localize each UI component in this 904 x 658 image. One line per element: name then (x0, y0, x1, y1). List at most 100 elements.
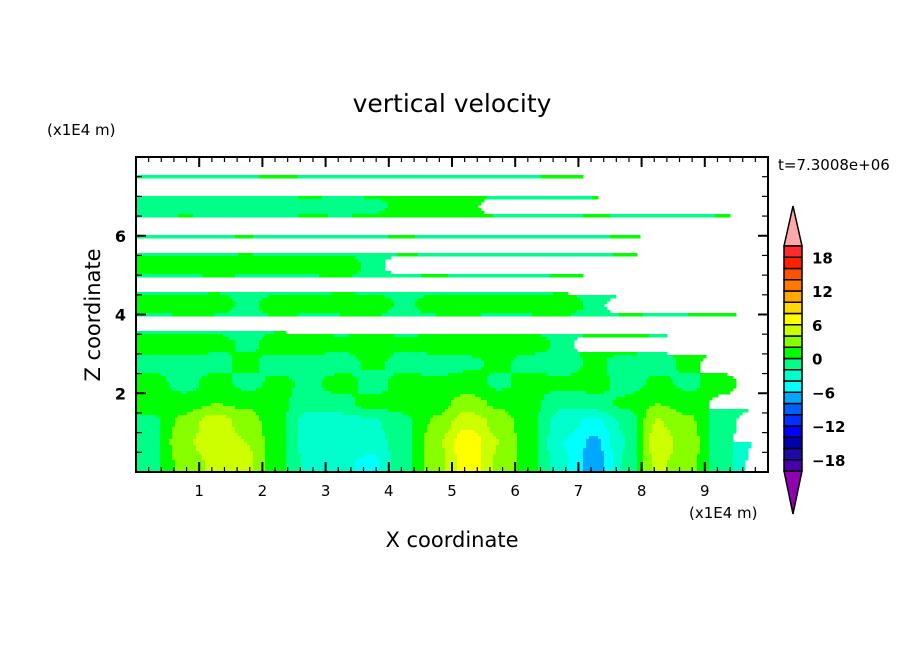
contour-cell (235, 301, 260, 305)
contour-cell (544, 394, 626, 398)
colorbar-box (783, 459, 803, 472)
contour-cell (136, 439, 161, 443)
contour-cell (196, 445, 251, 449)
contour-cell (451, 424, 488, 428)
contour-cell (199, 427, 236, 431)
contour-cell (589, 436, 599, 440)
contour-cell (511, 376, 611, 380)
contour-cell (361, 415, 410, 419)
contour-cell (667, 427, 698, 431)
contour-cell (412, 430, 428, 434)
colorbar-box (783, 301, 803, 315)
contour-cell (259, 175, 299, 179)
contour-cell (697, 460, 710, 464)
contour-cell (424, 469, 446, 473)
contour-cell (496, 436, 518, 440)
contour-cell (229, 352, 326, 356)
contour-cell (304, 412, 344, 416)
contour-cell (457, 469, 482, 473)
contour-cell (499, 439, 518, 443)
contour-cell (610, 439, 626, 443)
contour-cell (136, 424, 161, 428)
contour-cell (169, 439, 194, 443)
contour-cell (232, 307, 260, 311)
contour-cell (517, 463, 539, 467)
contour-cell (286, 436, 299, 440)
contour-cell (613, 469, 623, 473)
contour-cell (235, 346, 260, 350)
contour-cell (259, 370, 464, 374)
contour-cell (583, 301, 608, 305)
contour-cell (136, 301, 236, 305)
contour-cell (709, 469, 734, 473)
contour-cell (562, 442, 587, 446)
contour-cell (460, 430, 476, 434)
contour-cell (670, 430, 698, 434)
contour-cell (613, 460, 623, 464)
contour-cell (262, 298, 392, 302)
contour-cell (709, 463, 734, 467)
contour-cell (175, 424, 200, 428)
contour-cell (490, 385, 512, 389)
contour-cell (445, 454, 458, 458)
contour-cell (655, 403, 662, 407)
contour-cell (136, 415, 158, 419)
contour-cell (292, 391, 332, 395)
contour-cell (622, 451, 638, 455)
contour-cell (448, 274, 551, 278)
contour-cell (538, 421, 551, 425)
contour-cell (568, 451, 584, 455)
contour-cell (580, 367, 608, 371)
contour-cell (136, 400, 290, 404)
contour-cell (379, 466, 392, 470)
contour-cell (541, 406, 620, 410)
contour-cell (547, 439, 566, 443)
contour-cell (637, 421, 644, 425)
contour-cell (610, 385, 644, 389)
contour-cell (511, 385, 611, 389)
contour-cell (643, 418, 656, 422)
contour-cell (196, 433, 239, 437)
contour-cell (613, 253, 638, 257)
contour-cell (616, 418, 638, 422)
contour-cell (238, 433, 263, 437)
contour-cell (442, 445, 455, 449)
contour-cell (493, 457, 518, 461)
contour-cell (169, 382, 200, 386)
contour-cell (445, 451, 455, 455)
contour-cell (607, 358, 677, 362)
contour-cell (580, 352, 638, 356)
contour-cell (643, 427, 653, 431)
contour-cell (160, 469, 176, 473)
contour-cell (424, 439, 443, 443)
contour-cell (649, 406, 671, 410)
contour-cell (286, 439, 299, 443)
contour-cell (610, 376, 650, 380)
contour-cell (358, 388, 389, 392)
contour-cell (538, 463, 551, 467)
contour-cell (490, 430, 515, 434)
contour-cell (709, 442, 734, 446)
contour-cell (661, 418, 695, 422)
contour-cell (199, 379, 233, 383)
contour-cell (487, 379, 512, 383)
contour-cell (235, 235, 254, 239)
contour-cell (232, 373, 335, 377)
contour-cell (574, 430, 608, 434)
contour-cell (541, 334, 584, 338)
contour-cell (175, 418, 203, 422)
contour-cell (733, 463, 746, 467)
contour-cell (286, 430, 299, 434)
contour-cell (355, 460, 380, 464)
contour-cell (262, 424, 287, 428)
contour-cell (292, 379, 323, 383)
contour-cell (385, 295, 425, 299)
contour-cell (643, 457, 653, 461)
contour-cell (481, 445, 497, 449)
contour-cell (694, 418, 710, 422)
contour-cell (235, 349, 257, 353)
contour-cell (328, 214, 353, 218)
contour-cell (388, 235, 416, 239)
contour-cell (382, 424, 413, 428)
